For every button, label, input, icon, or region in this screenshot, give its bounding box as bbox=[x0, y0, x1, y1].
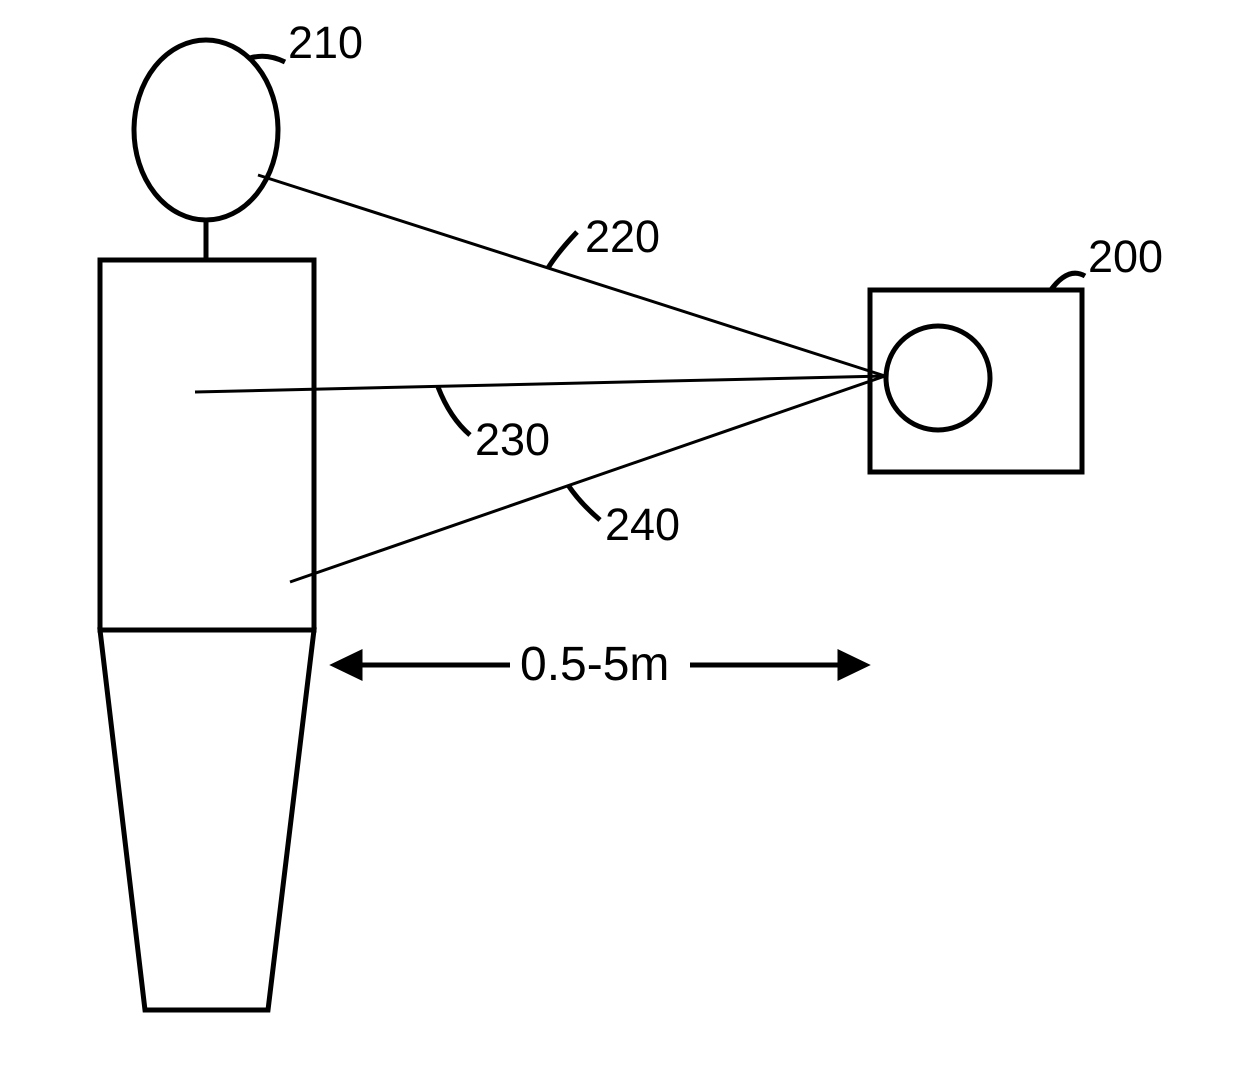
callout-230-label: 230 bbox=[475, 414, 550, 465]
callout-210: 210 bbox=[250, 17, 363, 68]
callout-210-label: 210 bbox=[288, 17, 363, 68]
ray-mid bbox=[195, 376, 885, 392]
callout-240: 240 bbox=[568, 485, 680, 550]
ray-top bbox=[258, 175, 885, 376]
figure-head bbox=[134, 40, 278, 220]
ray-bot bbox=[290, 376, 885, 582]
camera bbox=[870, 290, 1082, 472]
dimension-arrow-left bbox=[335, 653, 360, 677]
human-figure bbox=[100, 40, 314, 1010]
callout-200: 200 bbox=[1050, 231, 1163, 291]
callout-220-label: 220 bbox=[585, 211, 660, 262]
diagram-canvas: 210 200 220 230 240 0.5-5m bbox=[0, 0, 1240, 1073]
callout-220-leader bbox=[548, 232, 577, 268]
callout-240-label: 240 bbox=[605, 499, 680, 550]
camera-body bbox=[870, 290, 1082, 472]
rays bbox=[195, 175, 885, 582]
dimension-label: 0.5-5m bbox=[520, 638, 669, 691]
figure-legs bbox=[100, 630, 314, 1010]
callout-240-leader bbox=[568, 485, 600, 520]
callout-230-leader bbox=[438, 387, 470, 435]
figure-torso bbox=[100, 260, 314, 630]
dimension-arrow-right bbox=[840, 653, 865, 677]
callout-220: 220 bbox=[548, 211, 660, 268]
callout-230: 230 bbox=[438, 387, 550, 465]
callout-200-label: 200 bbox=[1088, 231, 1163, 282]
camera-lens bbox=[886, 326, 990, 430]
dimension: 0.5-5m bbox=[335, 638, 865, 691]
